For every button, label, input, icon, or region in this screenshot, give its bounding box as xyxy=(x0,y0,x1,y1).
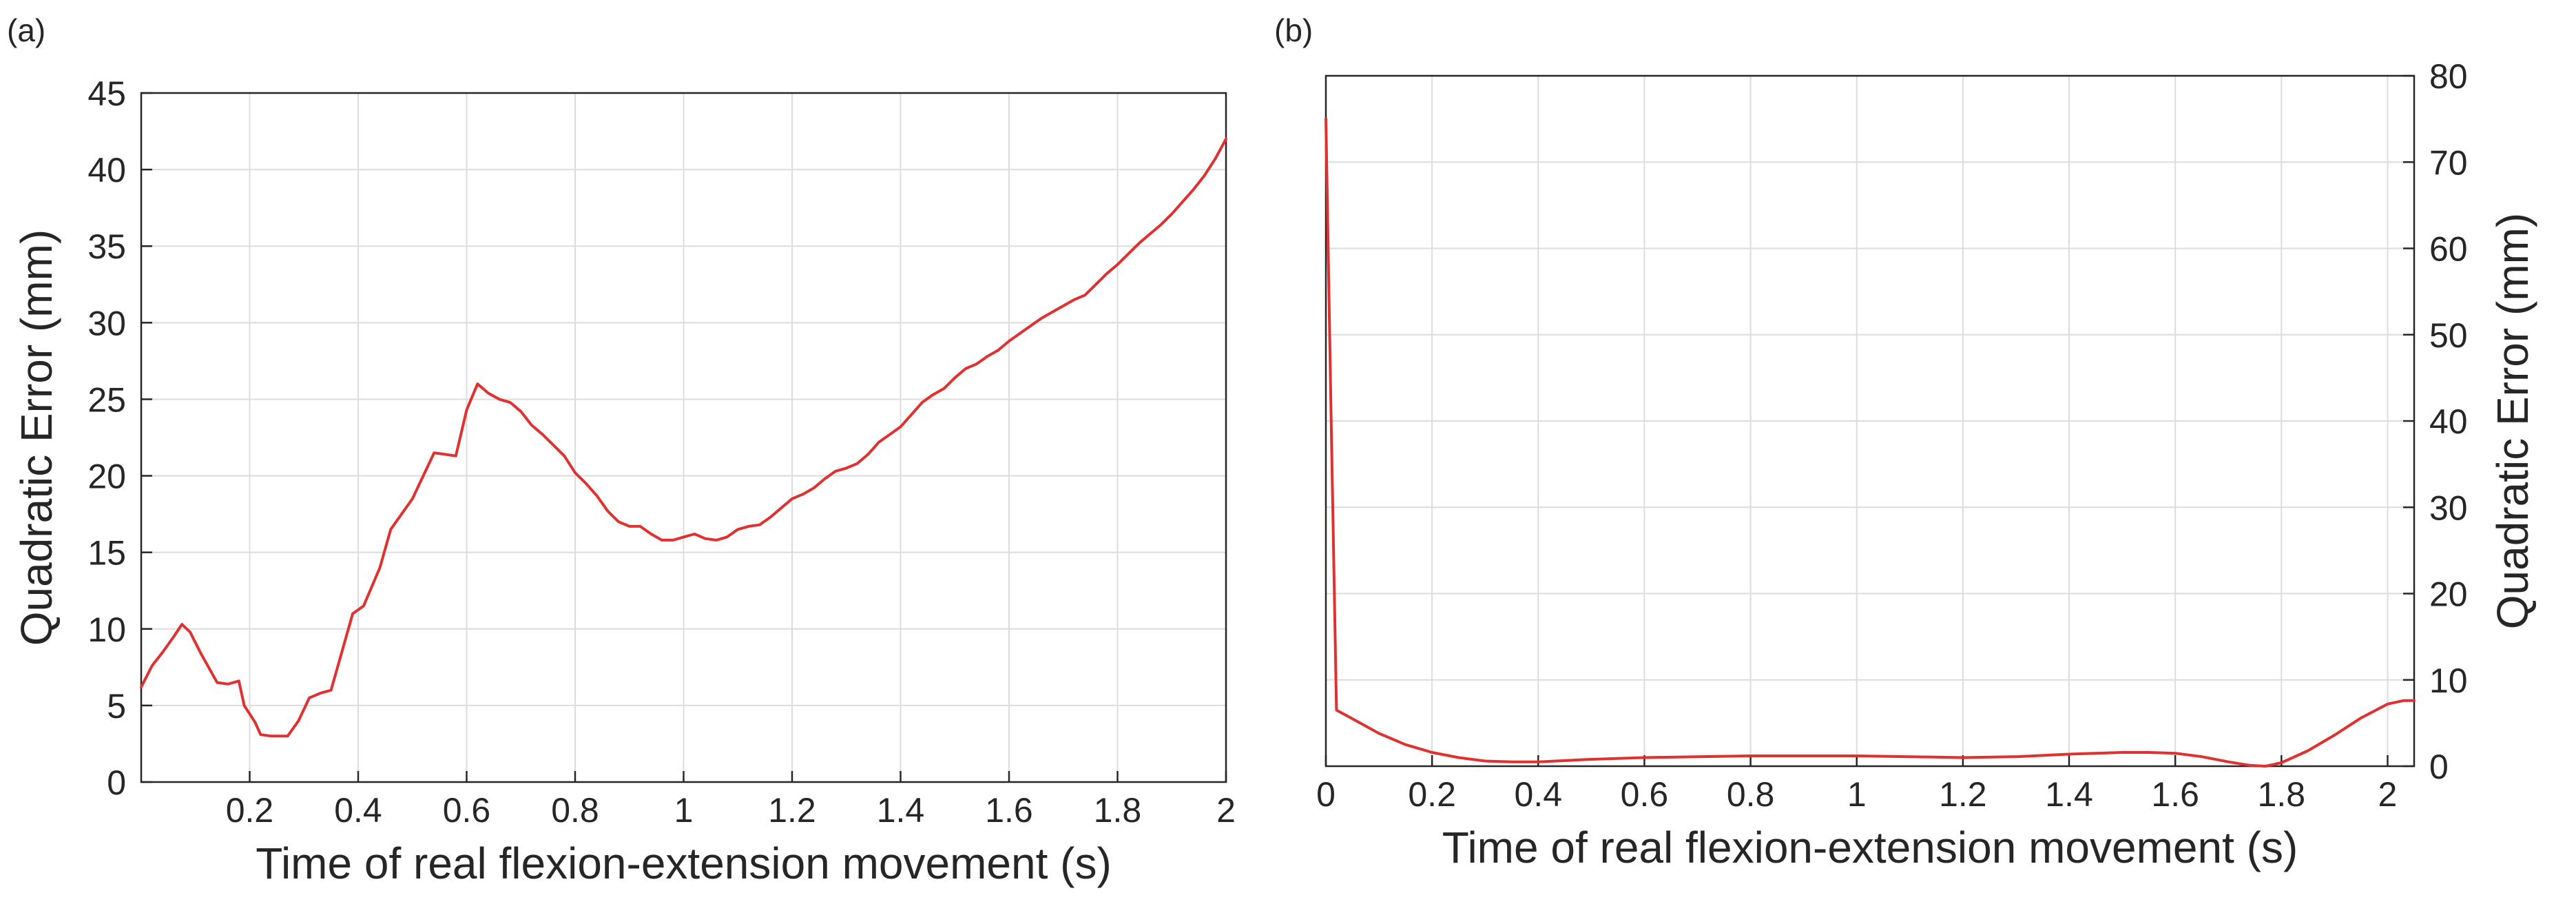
x-tick-label: 1 xyxy=(674,791,694,830)
y-tick-label: 30 xyxy=(2429,489,2468,527)
y-tick-label: 45 xyxy=(87,74,126,113)
x-tick-label: 0.8 xyxy=(551,791,599,830)
x-tick-label: 2 xyxy=(1216,791,1236,830)
x-tick-label: 0 xyxy=(1316,775,1336,814)
x-axis-label: Time of real flexion-extension movement … xyxy=(256,839,1112,888)
y-tick-label: 0 xyxy=(2429,748,2449,786)
y-tick-label: 15 xyxy=(87,534,126,573)
series-line-0 xyxy=(1325,117,2416,768)
x-tick-label: 0.6 xyxy=(1621,775,1669,814)
panel-label: (b) xyxy=(1274,12,1313,48)
y-tick-label: 40 xyxy=(87,151,126,189)
x-tick-label: 1.4 xyxy=(2045,775,2093,814)
panel-a-chart: 0.2 0.4 0.6 0.8 1 1.2 1.4 1.6 1.8 205101520253035… xyxy=(7,12,1236,888)
y-tick-label: 0 xyxy=(107,763,126,802)
y-tick-label: 10 xyxy=(87,610,126,649)
y-tick-label: 20 xyxy=(87,458,126,496)
x-tick-label: 1 xyxy=(1847,775,1867,814)
x-tick-label: 0.8 xyxy=(1727,775,1775,814)
x-tick-label: 1.6 xyxy=(2151,775,2199,814)
series-line-0 xyxy=(140,137,1227,738)
x-tick-label: 1.2 xyxy=(1939,775,1987,814)
x-tick-label: 1.8 xyxy=(1094,791,1142,830)
y-tick-label: 30 xyxy=(87,304,126,342)
x-tick-label: 0.4 xyxy=(334,791,382,830)
y-tick-label: 10 xyxy=(2429,661,2468,700)
panel-b-chart: 0 0.2 0.4 0.6 0.8 1 1.2 1.4 1.6 1.8 20102030405060… xyxy=(1274,12,2537,872)
y-tick-label: 60 xyxy=(2429,230,2468,269)
x-axis-label: Time of real flexion-extension movement … xyxy=(1442,823,2298,872)
x-tick-label: 0.6 xyxy=(443,791,491,830)
x-tick-label: 2 xyxy=(2378,775,2398,814)
y-tick-label: 40 xyxy=(2429,402,2468,441)
x-tick-label: 1.6 xyxy=(985,791,1033,830)
panel-label: (a) xyxy=(7,12,45,48)
y-axis-label: Quadratic Error (mm) xyxy=(12,229,61,646)
x-tick-label: 0.2 xyxy=(226,791,274,830)
y-tick-label: 80 xyxy=(2429,57,2468,96)
x-tick-label: 1.8 xyxy=(2258,775,2306,814)
y-tick-label: 35 xyxy=(87,227,126,266)
y-tick-label: 50 xyxy=(2429,316,2468,355)
y-tick-label: 25 xyxy=(87,380,126,419)
x-tick-label: 1.4 xyxy=(877,791,925,830)
y-tick-label: 5 xyxy=(107,687,126,726)
x-tick-label: 0.4 xyxy=(1515,775,1563,814)
y-axis-label: Quadratic Error (mm) xyxy=(2488,213,2537,630)
y-tick-label: 20 xyxy=(2429,575,2468,614)
x-tick-label: 1.2 xyxy=(768,791,816,830)
x-tick-label: 0.2 xyxy=(1408,775,1456,814)
y-tick-label: 70 xyxy=(2429,143,2468,182)
